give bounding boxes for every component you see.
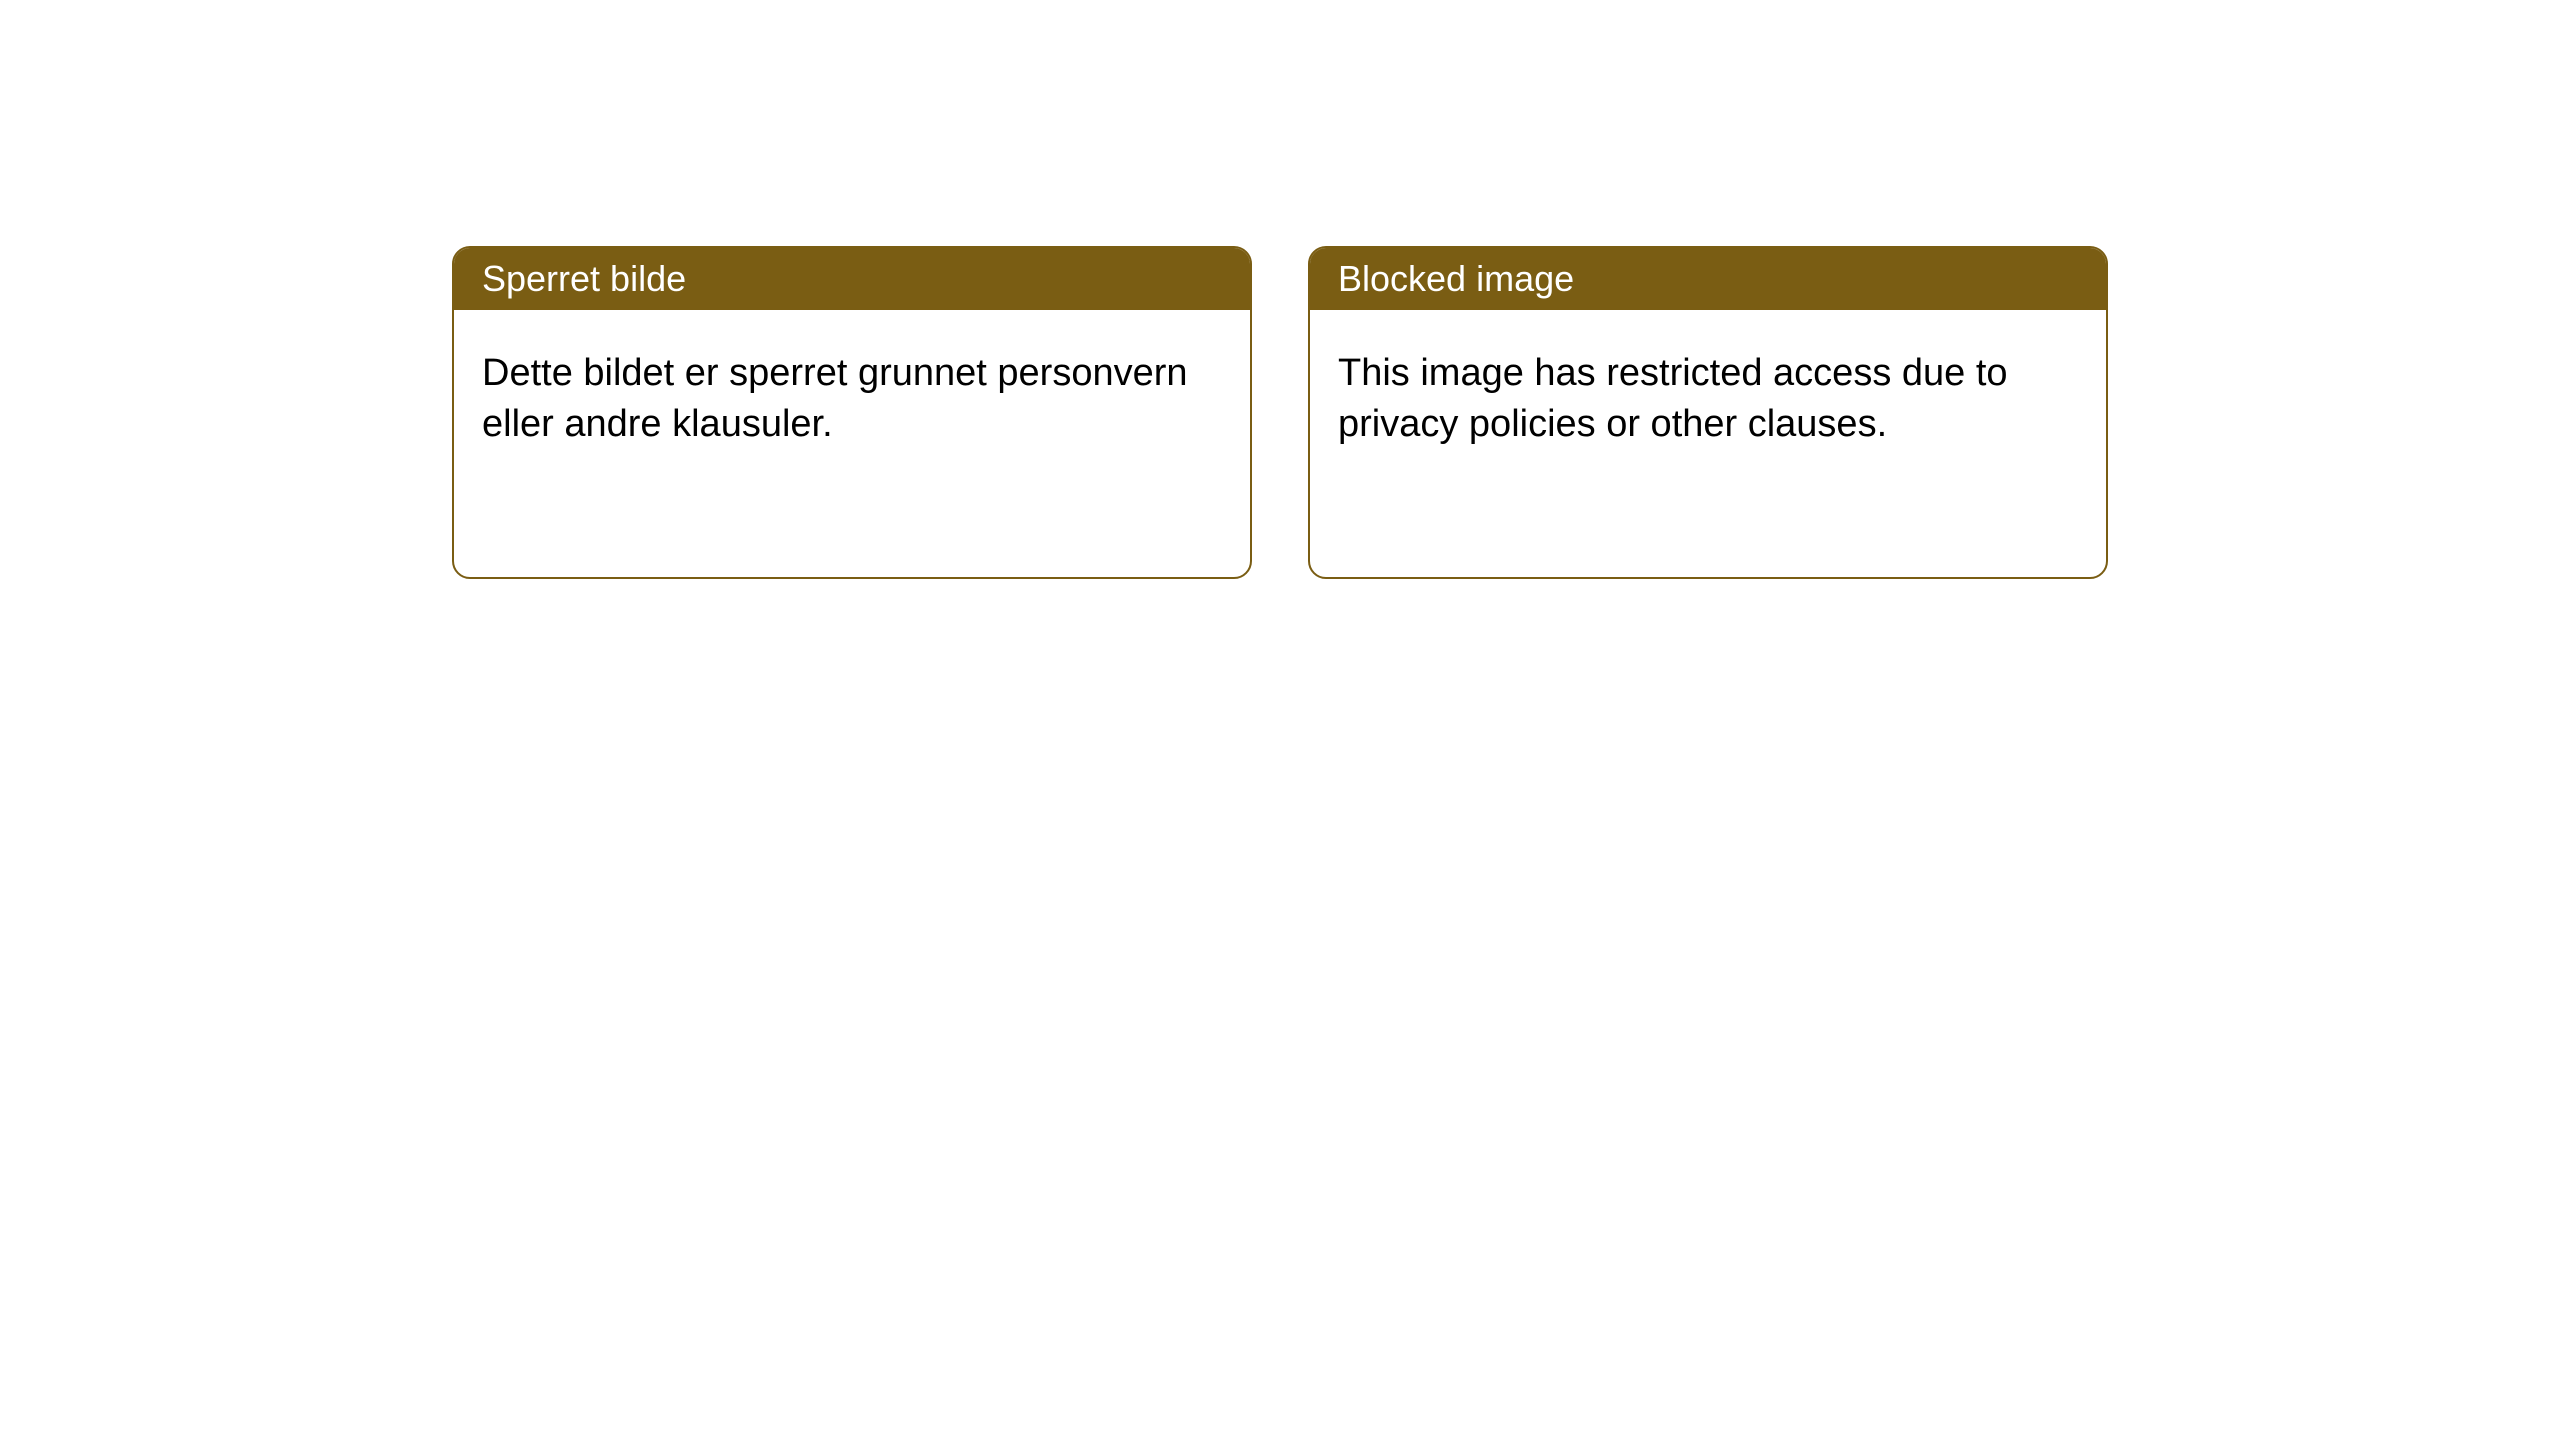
- notice-card-norwegian: Sperret bilde Dette bildet er sperret gr…: [452, 246, 1252, 579]
- notice-body-norwegian: Dette bildet er sperret grunnet personve…: [454, 310, 1250, 479]
- notice-container: Sperret bilde Dette bildet er sperret gr…: [0, 0, 2560, 579]
- notice-title-norwegian: Sperret bilde: [454, 248, 1250, 310]
- notice-card-english: Blocked image This image has restricted …: [1308, 246, 2108, 579]
- notice-title-english: Blocked image: [1310, 248, 2106, 310]
- notice-body-english: This image has restricted access due to …: [1310, 310, 2106, 479]
